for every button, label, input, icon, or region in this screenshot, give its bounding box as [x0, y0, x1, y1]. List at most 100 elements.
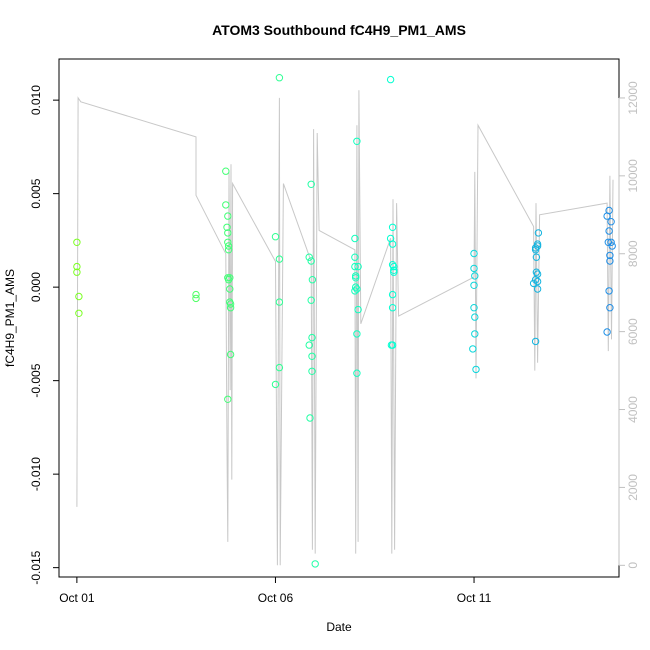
- altitude-line: [76, 90, 614, 566]
- data-point: [224, 246, 233, 254]
- data-point: [305, 253, 313, 261]
- data-point: [307, 296, 315, 304]
- data-point: [603, 328, 611, 336]
- data-point: [351, 234, 359, 243]
- y-tick-label: -0.005: [29, 363, 43, 397]
- data-point: [308, 276, 317, 284]
- x-axis-label: Date: [326, 620, 352, 634]
- data-point: [533, 285, 542, 293]
- data-point: [531, 337, 540, 346]
- data-point: [307, 257, 315, 265]
- data-point: [531, 276, 540, 284]
- data-point: [308, 367, 316, 375]
- data-point: [390, 266, 398, 274]
- data-point: [354, 305, 362, 314]
- data-point: [353, 137, 361, 146]
- data-point: [223, 223, 231, 232]
- chart-title: ATOM3 Southbound fC4H9_PM1_AMS: [212, 22, 466, 38]
- data-point: [354, 262, 362, 271]
- secondary-y-axis: 0 2000 4000 6000 8000 10000 12000: [618, 81, 640, 569]
- data-point: [305, 341, 313, 349]
- data-point: [192, 294, 200, 303]
- data-point: [605, 287, 613, 295]
- data-point: [532, 268, 541, 276]
- data-point: [271, 380, 280, 389]
- data-point: [275, 255, 284, 263]
- data-point: [470, 264, 478, 273]
- data-point: [607, 238, 615, 247]
- data-point: [351, 253, 359, 261]
- data-point: [352, 283, 360, 291]
- data-point: [471, 272, 479, 280]
- data-point: [306, 414, 314, 422]
- data-point: [351, 262, 359, 271]
- data-point: [605, 227, 613, 235]
- data-point: [470, 281, 478, 289]
- data-point: [470, 249, 478, 258]
- data-point: [307, 180, 315, 189]
- data-point: [469, 345, 477, 353]
- y-tick-label: 0.000: [29, 272, 43, 302]
- x-tick-label: Oct 01: [59, 591, 95, 605]
- data-point: [73, 262, 81, 271]
- data-point: [471, 330, 479, 338]
- data-point: [226, 300, 235, 308]
- data-point: [275, 74, 284, 82]
- x-tick-label: Oct 11: [457, 591, 492, 605]
- data-point: [472, 365, 480, 374]
- data-point: [224, 242, 233, 250]
- y2-tick-label: 0: [626, 562, 640, 569]
- y-axis: -0.015 -0.010 -0.005 0.000 0.005 0.010: [29, 85, 60, 585]
- data-point: [224, 395, 232, 403]
- data-point: [353, 285, 361, 293]
- y-tick-label: 0.010: [29, 85, 43, 115]
- y-tick-label: -0.010: [29, 457, 43, 491]
- data-point: [352, 274, 360, 282]
- data-point: [351, 287, 359, 295]
- x-axis: Oct 01 Oct 06 Oct 11: [59, 576, 492, 605]
- data-point: [533, 277, 542, 286]
- data-point: [386, 75, 395, 84]
- data-point: [606, 304, 614, 312]
- data-point: [308, 352, 316, 360]
- y2-tick-label: 10000: [626, 159, 640, 193]
- y-axis-label: fC4H9_PM1_AMS: [3, 269, 17, 367]
- altitude-trace: [76, 90, 614, 566]
- data-point: [387, 341, 396, 349]
- data-point: [271, 233, 280, 241]
- data-point: [388, 304, 397, 312]
- data-point: [73, 268, 81, 276]
- data-point: [224, 229, 232, 237]
- y-tick-label: -0.015: [29, 550, 43, 584]
- data-point: [605, 206, 613, 215]
- data-point: [75, 309, 83, 317]
- y2-tick-label: 2000: [626, 474, 640, 501]
- data-point: [73, 238, 81, 247]
- data-point: [222, 201, 230, 209]
- data-point: [353, 330, 361, 338]
- data-point: [224, 238, 232, 247]
- data-point: [226, 274, 234, 282]
- data-point: [311, 560, 319, 568]
- data-point: [275, 363, 284, 372]
- data-point: [75, 292, 83, 301]
- y2-tick-label: 4000: [626, 396, 640, 423]
- data-point: [604, 238, 612, 247]
- data-point: [388, 223, 397, 232]
- data-point: [226, 285, 234, 293]
- data-point: [388, 261, 397, 269]
- data-point: [308, 333, 316, 342]
- y2-tick-label: 6000: [626, 318, 640, 345]
- x-tick-label: Oct 06: [258, 591, 294, 605]
- data-point: [608, 242, 616, 250]
- data-point: [529, 279, 538, 288]
- data-point: [275, 298, 284, 306]
- data-points: [73, 74, 616, 568]
- data-point: [226, 350, 235, 359]
- data-point: [224, 274, 232, 282]
- y-tick-label: 0.005: [29, 178, 43, 208]
- data-point: [534, 229, 543, 237]
- data-point: [224, 212, 232, 220]
- data-point: [606, 251, 614, 260]
